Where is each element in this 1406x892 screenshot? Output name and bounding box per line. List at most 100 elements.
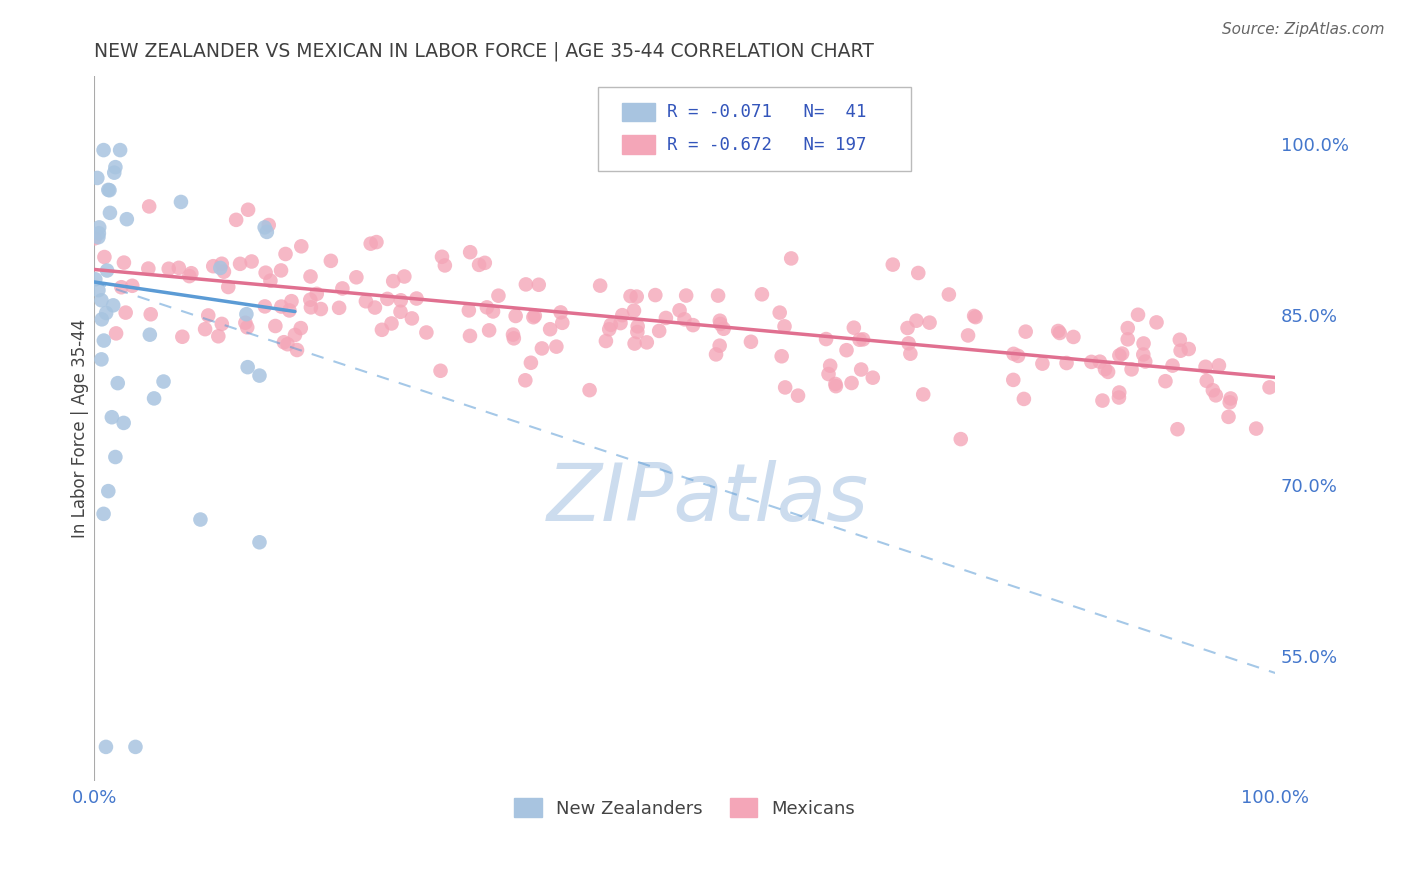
Point — [475, 301, 498, 315]
Point — [627, 319, 650, 334]
Point — [389, 293, 412, 308]
Point — [457, 303, 479, 318]
Point — [458, 245, 481, 260]
Point — [709, 317, 731, 331]
Point — [522, 310, 544, 325]
Point — [104, 160, 127, 174]
Point — [305, 286, 328, 301]
Point — [740, 334, 762, 349]
Point — [211, 317, 233, 331]
Point — [1132, 347, 1154, 361]
Point — [256, 225, 278, 239]
Point — [787, 389, 810, 403]
Point — [1108, 385, 1130, 400]
Point — [905, 314, 928, 328]
Point — [1135, 354, 1157, 368]
Point — [90, 312, 112, 326]
Point — [240, 254, 263, 268]
Point — [259, 274, 281, 288]
Point — [474, 256, 496, 270]
Point — [236, 202, 259, 217]
Point — [515, 373, 537, 387]
Point — [257, 218, 280, 232]
Point — [835, 343, 858, 358]
Point — [824, 376, 846, 391]
Point — [751, 287, 773, 301]
Point — [98, 183, 121, 197]
Point — [852, 332, 875, 346]
Point — [1047, 324, 1070, 338]
Point — [225, 212, 247, 227]
Point — [1126, 308, 1149, 322]
Point — [97, 183, 120, 197]
Point — [87, 283, 110, 297]
Point — [433, 259, 456, 273]
Point — [254, 266, 277, 280]
Point — [93, 507, 115, 521]
Point — [382, 274, 405, 288]
Point — [817, 367, 839, 381]
Point — [139, 307, 162, 321]
Point — [1219, 395, 1241, 409]
Point — [93, 250, 115, 264]
Point — [612, 308, 634, 322]
Text: R = -0.071   N=  41: R = -0.071 N= 41 — [666, 103, 866, 121]
Point — [1121, 362, 1143, 376]
Point — [538, 322, 561, 336]
Point — [328, 301, 350, 315]
Point — [253, 300, 276, 314]
Point — [1031, 357, 1053, 371]
Point — [197, 309, 219, 323]
Point — [897, 336, 920, 351]
Point — [636, 335, 658, 350]
Point — [415, 326, 437, 340]
Point — [273, 335, 295, 350]
Point — [170, 194, 193, 209]
Point — [1202, 384, 1225, 398]
Point — [1097, 365, 1119, 379]
Point — [938, 287, 960, 301]
Point — [1146, 315, 1168, 329]
Point — [578, 383, 600, 397]
Point — [179, 269, 201, 284]
Point — [157, 261, 180, 276]
Point — [626, 325, 648, 339]
Point — [1218, 409, 1240, 424]
Bar — [621, 103, 655, 121]
Point — [299, 293, 322, 307]
Point — [319, 253, 342, 268]
Point — [963, 309, 986, 323]
Point — [270, 300, 292, 314]
Point — [515, 277, 537, 292]
Point — [709, 314, 731, 328]
Point — [550, 305, 572, 319]
Point — [1015, 325, 1038, 339]
Point — [107, 376, 129, 391]
Point — [825, 379, 848, 393]
Point — [138, 199, 160, 213]
Point — [626, 290, 648, 304]
Point — [235, 316, 257, 330]
Point — [1154, 374, 1177, 388]
Point — [773, 319, 796, 334]
Point — [371, 323, 394, 337]
Point — [523, 309, 546, 323]
Point — [360, 236, 382, 251]
Point — [152, 375, 174, 389]
Point — [1111, 346, 1133, 360]
Point — [270, 263, 292, 277]
Point — [668, 303, 690, 318]
Point — [180, 266, 202, 280]
Point — [1002, 373, 1025, 387]
Point — [112, 255, 135, 269]
Point — [87, 226, 110, 240]
Point — [773, 380, 796, 394]
Point — [103, 298, 125, 312]
Point — [709, 339, 731, 353]
Legend: New Zealanders, Mexicans: New Zealanders, Mexicans — [508, 791, 862, 825]
Point — [882, 258, 904, 272]
Point — [217, 280, 239, 294]
Point — [354, 294, 377, 309]
Point — [332, 281, 354, 295]
Point — [290, 321, 312, 335]
